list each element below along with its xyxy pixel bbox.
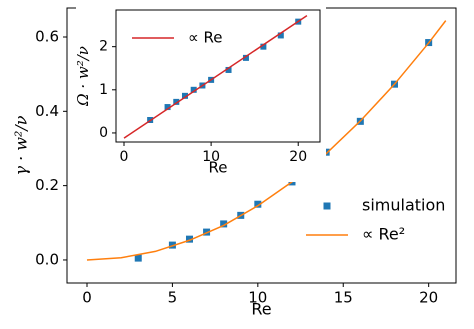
legend-label: ∝ Re xyxy=(188,29,222,47)
legend-label: simulation xyxy=(362,196,445,215)
y-axis-label: γ · w²/ν xyxy=(12,115,31,175)
y-tick-label: 0.4 xyxy=(35,102,59,120)
data-point xyxy=(185,235,193,243)
legend-label: ∝ Re² xyxy=(362,225,405,244)
data-point xyxy=(173,98,180,105)
axes-frame xyxy=(115,9,321,143)
fit-line xyxy=(86,20,447,261)
x-tick-label: 20 xyxy=(289,149,307,165)
y-tick-label: 0 xyxy=(99,125,108,141)
y-tick-label: 0.6 xyxy=(35,27,59,45)
x-tick-label: 15 xyxy=(334,289,353,307)
fit-line xyxy=(123,14,308,139)
y-tick-label: 1 xyxy=(99,82,108,98)
y-tick-label: 2 xyxy=(99,39,108,55)
y-axis-label: Ω · w²/ν xyxy=(74,46,92,107)
x-tick-label: 0 xyxy=(120,149,129,165)
data-point xyxy=(164,104,171,111)
data-point xyxy=(225,66,232,73)
y-tick-label: 0.0 xyxy=(35,250,59,268)
legend-marker xyxy=(323,202,331,210)
data-point xyxy=(260,43,267,50)
x-tick-label: 5 xyxy=(168,289,178,307)
x-tick-label: 0 xyxy=(82,289,92,307)
data-point xyxy=(254,200,262,208)
data-point xyxy=(220,220,228,228)
x-axis-label: Re xyxy=(209,159,228,177)
data-point xyxy=(190,86,197,93)
data-point xyxy=(322,148,330,156)
data-point xyxy=(242,54,249,61)
x-tick-label: 20 xyxy=(419,289,438,307)
inset-background xyxy=(76,6,326,182)
data-point xyxy=(277,32,284,39)
x-tick-label: 10 xyxy=(202,149,220,165)
data-point xyxy=(134,254,142,262)
data-point xyxy=(181,92,188,99)
y-tick-label: 0.2 xyxy=(35,176,59,194)
x-tick-label: 10 xyxy=(248,289,267,307)
x-axis-label: Re xyxy=(251,300,271,319)
